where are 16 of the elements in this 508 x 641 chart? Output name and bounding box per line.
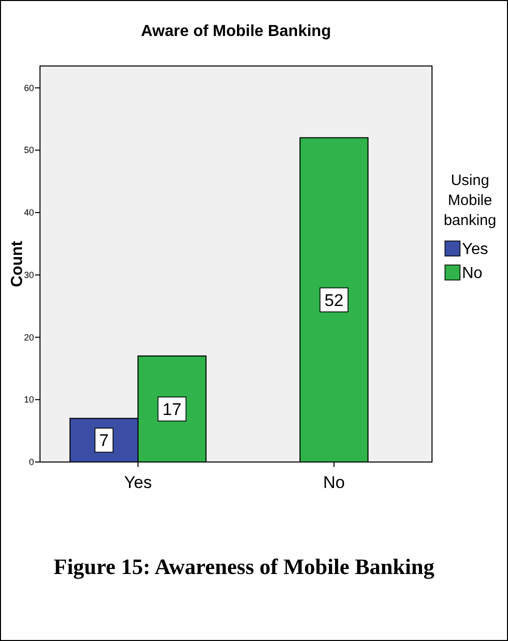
y-tick-label: 50 <box>24 145 34 156</box>
chart-title: Aware of Mobile Banking <box>141 23 331 40</box>
data-label: 7 <box>99 431 109 450</box>
legend-label: Yes <box>462 241 488 258</box>
y-tick-label: 20 <box>24 332 34 342</box>
y-tick-label: 0 <box>28 457 34 467</box>
y-axis-title: Count <box>9 240 26 288</box>
y-tick-label: 30 <box>24 270 34 280</box>
data-label: 52 <box>324 290 344 310</box>
y-tick-label: 60 <box>24 82 34 93</box>
data-label: 17 <box>162 400 182 419</box>
y-tick-label: 10 <box>24 394 34 405</box>
legend-title: Using Mobile banking <box>444 172 496 229</box>
caption: Figure 15: Awareness of Mobile Banking <box>54 554 434 579</box>
legend-label: No <box>462 265 483 282</box>
y-tick-label: 40 <box>24 208 34 218</box>
